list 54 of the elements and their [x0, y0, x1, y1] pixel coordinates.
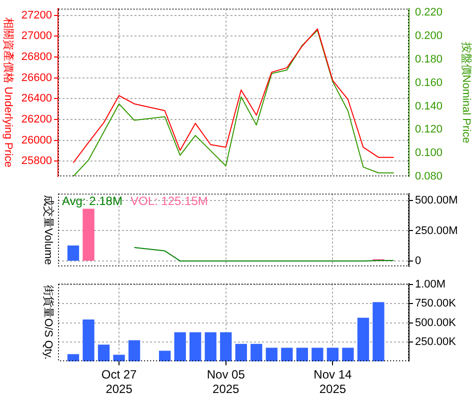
- y2-tick-label: 0.120: [415, 124, 443, 136]
- y2-tick-label: 0.080: [415, 170, 443, 182]
- y2-tick-label: 250.00K: [415, 336, 457, 348]
- x-tick-label: Oct 27 2025: [101, 368, 138, 396]
- y-tick-label: 26000: [21, 134, 52, 146]
- bar: [250, 344, 262, 362]
- bar: [67, 246, 80, 261]
- y2-tick-label: 0.100: [415, 147, 443, 160]
- y2-tick-label: 0.200: [415, 30, 443, 42]
- y2-tick-label: 500.00K: [415, 316, 457, 329]
- y2-tick-label: 1.00M: [415, 278, 446, 290]
- bar: [281, 348, 293, 362]
- bar: [235, 344, 247, 362]
- bar: [326, 348, 339, 362]
- y2-tick-label: 0.220: [415, 6, 443, 19]
- y-tick-label: 26200: [21, 114, 52, 126]
- bar: [158, 350, 171, 362]
- y-axis-title: 街貨量O/S Qty.: [42, 285, 55, 360]
- bar: [190, 332, 202, 362]
- y2-axis-title: 按盤價Nominal Price: [460, 42, 473, 144]
- y2-tick-label: 750.00K: [415, 298, 457, 310]
- x-tick-label: Nov 05 2025: [206, 368, 246, 396]
- bar: [204, 332, 216, 362]
- bar: [357, 318, 370, 362]
- bar: [372, 302, 384, 362]
- y-tick-label: 26800: [21, 50, 52, 63]
- y2-tick-label: 0.140: [415, 100, 443, 112]
- bar: [312, 348, 324, 362]
- bar: [266, 348, 278, 362]
- y-tick-label: 25800: [21, 155, 52, 168]
- bar: [113, 354, 125, 362]
- bar: [82, 208, 94, 261]
- y-tick-label: 26400: [21, 92, 52, 105]
- y2-tick-label: 250.00M: [415, 224, 458, 237]
- bar: [128, 340, 140, 362]
- bar: [82, 319, 94, 362]
- y-axis-title: 相關資產價格 Underlying Price: [2, 18, 15, 168]
- bar: [220, 332, 232, 362]
- x-tick-label: Nov 14 2025: [314, 368, 352, 396]
- text: VOL: 125.15M: [130, 194, 208, 208]
- text: Avg: 2.18M: [62, 194, 122, 208]
- y2-tick-label: 500.00M: [415, 194, 458, 207]
- bar: [98, 344, 110, 362]
- y-tick-label: 26600: [21, 72, 52, 84]
- bar: [174, 332, 186, 362]
- bar: [67, 354, 80, 362]
- y-tick-label: 27000: [21, 30, 52, 42]
- y2-tick-label: 0.180: [415, 53, 443, 66]
- bar: [342, 348, 354, 362]
- y-tick-label: 27200: [21, 9, 52, 22]
- bar: [296, 348, 308, 362]
- y2-tick-label: 0.160: [415, 76, 443, 89]
- y2-tick-label: 0: [415, 254, 422, 267]
- y-axis-title: 成交量Volume: [42, 195, 55, 265]
